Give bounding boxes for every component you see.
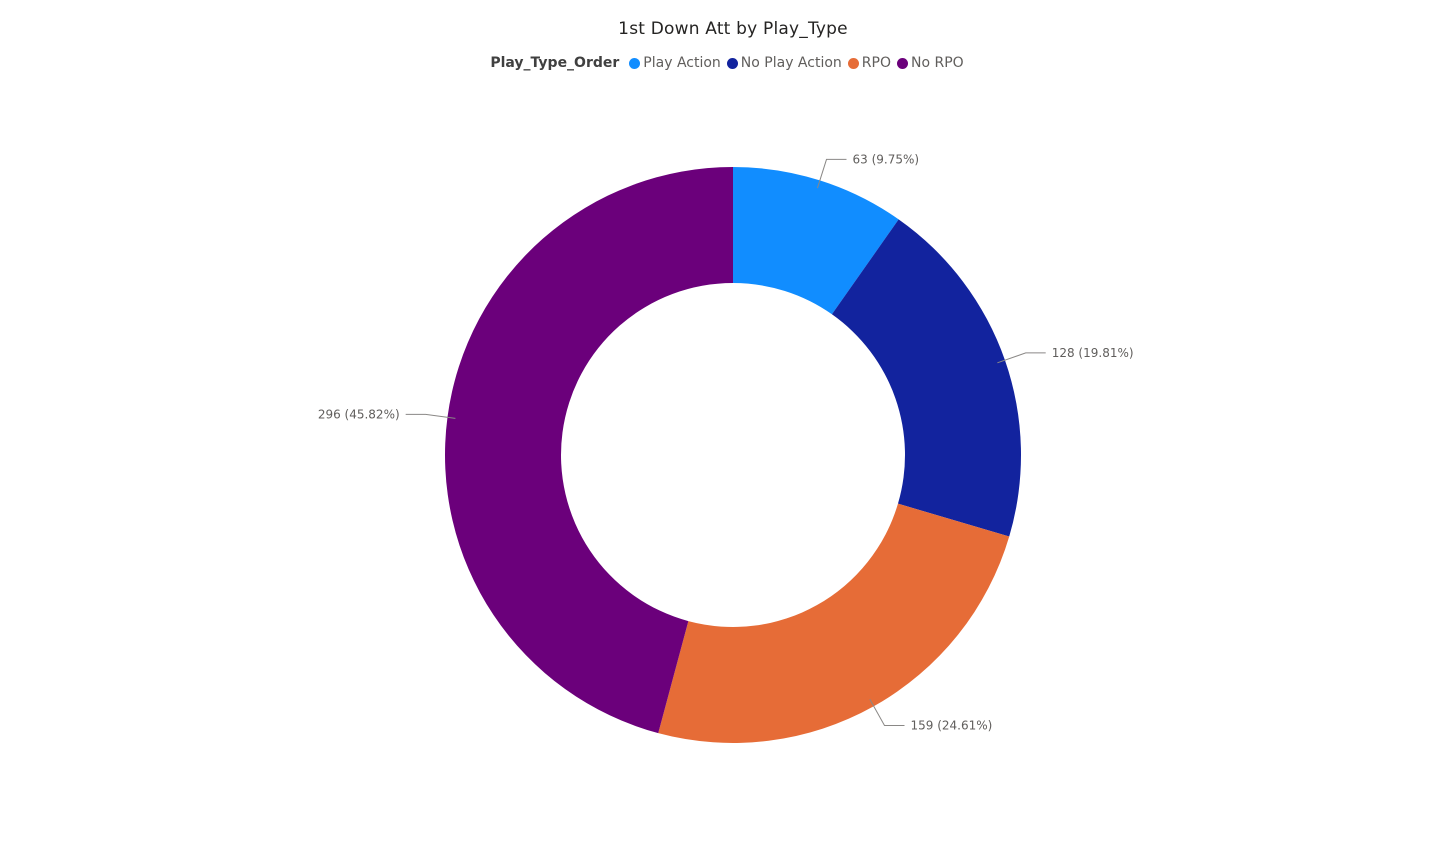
legend-item-play-action[interactable]: Play Action [629, 55, 721, 71]
leader-line [816, 158, 847, 189]
legend: Play_Type_Order Play Action No Play Acti… [0, 55, 1456, 71]
chart-title: 1st Down Att by Play_Type [618, 19, 848, 39]
donut-slice-no-rpo[interactable] [444, 167, 733, 734]
donut-slice-no-play-action[interactable] [831, 219, 1022, 537]
legend-dot-icon [629, 57, 641, 69]
data-label: 159 (24.61%) [911, 718, 993, 732]
legend-label: No RPO [910, 55, 964, 71]
legend-label: RPO [861, 55, 891, 71]
leader-line [405, 413, 456, 419]
legend-dot-icon [896, 57, 908, 69]
legend-dot-icon [847, 57, 859, 69]
legend-label: Play Action [643, 55, 721, 71]
legend-item-no-rpo[interactable]: No RPO [896, 55, 964, 71]
legend-item-no-play-action[interactable]: No Play Action [726, 55, 842, 71]
donut-slice-rpo[interactable] [658, 503, 1010, 744]
legend-dot-icon [726, 57, 738, 69]
data-label: 128 (19.81%) [1052, 346, 1134, 360]
data-label: 63 (9.75%) [852, 152, 919, 166]
legend-title: Play_Type_Order [490, 55, 620, 71]
donut-slice-play-action[interactable] [733, 167, 899, 315]
legend-item-rpo[interactable]: RPO [847, 55, 891, 71]
leader-line [869, 699, 905, 726]
legend-label: No Play Action [740, 55, 842, 71]
data-label: 296 (45.82%) [318, 407, 400, 421]
leader-line [997, 352, 1046, 364]
